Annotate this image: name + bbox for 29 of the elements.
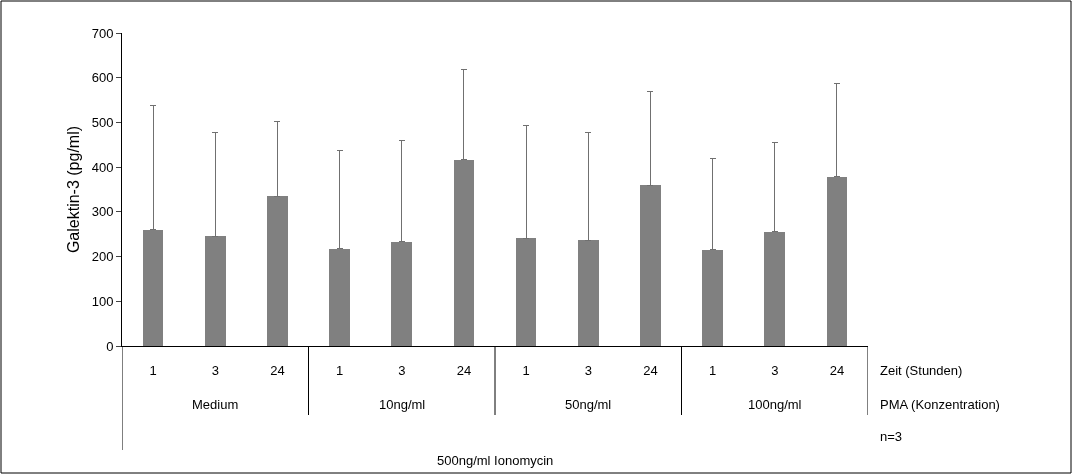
x-tick-label: 3 xyxy=(398,362,406,378)
x-tick-label: 1 xyxy=(335,362,344,378)
y-axis-title: Galektin-3 (pg/ml) xyxy=(64,125,82,254)
x-tick-label: 3 xyxy=(584,362,592,378)
x-tick-label: 1 xyxy=(708,362,717,378)
text: PMA (Konzentration) xyxy=(880,397,1000,412)
x-tick-label: 24 xyxy=(643,362,658,378)
x-tick-label: 3 xyxy=(211,362,219,378)
text: 500ng/ml Ionomycin xyxy=(437,453,554,468)
x-tick-label: 1 xyxy=(522,362,530,378)
text: 10ng/ml xyxy=(379,397,426,412)
y-tick-label: 100 xyxy=(91,293,114,309)
y-tick-label: 0 xyxy=(106,338,114,354)
text: 50ng/ml xyxy=(565,397,612,412)
y-tick-label: 700 xyxy=(91,25,114,41)
y-tick-label: 400 xyxy=(91,159,114,175)
x-tick-label: 24 xyxy=(456,362,472,378)
x-tick-label: 3 xyxy=(771,362,779,378)
y-tick-label: 500 xyxy=(91,114,114,130)
x-tick-label: 24 xyxy=(829,362,845,378)
x-tick-label: 24 xyxy=(270,362,285,378)
y-tick-label: 300 xyxy=(91,204,114,220)
y-tick-label: 200 xyxy=(91,249,114,265)
text: n=3 xyxy=(880,429,903,444)
text: Medium xyxy=(192,397,239,412)
text: Zeit (Stunden) xyxy=(880,363,963,378)
x-tick-label: 1 xyxy=(149,362,157,378)
y-tick-label: 600 xyxy=(91,70,114,86)
text: 100ng/ml xyxy=(748,397,802,412)
